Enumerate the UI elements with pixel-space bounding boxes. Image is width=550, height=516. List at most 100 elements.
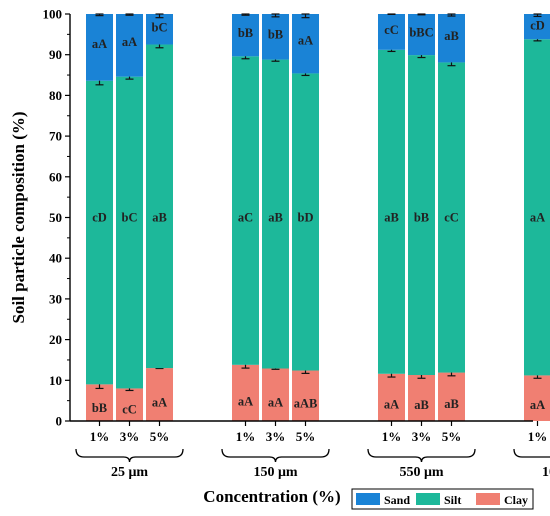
group-label: 150 μm [253, 465, 297, 480]
segment-label-silt-9: cC [444, 211, 459, 225]
bar-clay-10 [524, 375, 550, 421]
bar-clay-5 [262, 368, 289, 421]
y-tick-label: 0 [56, 414, 63, 429]
bar-sand-3 [146, 14, 173, 45]
bar-sand-6 [292, 14, 319, 74]
segment-label-silt-4: aC [238, 211, 253, 225]
legend-label-clay: Clay [504, 493, 528, 507]
y-tick-label: 40 [49, 251, 62, 266]
bar-clay-8 [408, 375, 435, 421]
segment-label-silt-5: aB [268, 211, 283, 225]
legend: Sand Silt Clay [351, 488, 534, 510]
x-tick-label: 1% [528, 429, 548, 444]
y-tick-label: 10 [49, 373, 62, 388]
segment-label-sand-4: bB [238, 26, 253, 40]
segment-label-sand-8: bBC [409, 25, 433, 39]
segment-label-clay-3: aA [152, 395, 167, 409]
y-tick-label: 100 [43, 7, 63, 22]
segment-label-clay-6: aAB [294, 396, 318, 410]
segment-label-clay-4: aA [238, 394, 253, 408]
group-brace [75, 448, 184, 463]
legend-label-sand: Sand [384, 493, 410, 507]
x-tick-label: 5% [442, 429, 462, 444]
group-brace [513, 448, 550, 458]
segment-label-sand-9: aB [444, 29, 459, 43]
x-tick-label: 5% [150, 429, 170, 444]
y-tick-label: 70 [49, 129, 62, 144]
bar-sand-2 [116, 14, 143, 77]
group-label: 25 μm [111, 465, 148, 480]
segment-label-sand-3: bC [152, 21, 168, 35]
bar-sand-9 [438, 14, 465, 63]
segment-label-silt-3: aB [152, 211, 167, 225]
segment-label-silt-8: bB [414, 211, 429, 225]
bar-silt-8 [408, 55, 435, 376]
bar-clay-1 [86, 384, 113, 421]
bar-sand-4 [232, 14, 259, 57]
bar-silt-5 [262, 59, 289, 369]
bar-silt-9 [438, 62, 465, 373]
legend-label-silt: Silt [444, 493, 461, 507]
bar-sand-10 [524, 14, 550, 40]
segment-label-clay-10: aA [530, 398, 545, 412]
segment-label-sand-7: cC [384, 23, 399, 37]
bar-silt-3 [146, 44, 173, 369]
y-tick-label: 80 [49, 88, 62, 103]
y-tick-label: 20 [49, 332, 62, 347]
segment-label-clay-8: aB [414, 398, 429, 412]
y-tick-label: 30 [49, 291, 62, 306]
bar-silt-2 [116, 76, 143, 389]
segment-label-silt-7: aB [384, 211, 399, 225]
x-axis-label: Concentration (%) [203, 487, 340, 506]
y-tick-label: 60 [49, 169, 62, 184]
segment-label-sand-1: aA [92, 37, 107, 51]
legend-swatch-clay [476, 493, 500, 505]
bar-clay-2 [116, 388, 143, 421]
plot-area: bB cD aA cC bC aA aA aB bC aA aC bB aA aB bB aAB bD aA aA a… [86, 13, 550, 421]
bar-clay-9 [438, 372, 465, 421]
segment-label-clay-5: aA [268, 396, 283, 410]
y-tick-label: 90 [49, 47, 62, 62]
segment-label-sand-5: bB [268, 28, 283, 42]
x-tick-label: 1% [236, 429, 256, 444]
bar-clay-4 [232, 364, 259, 421]
bar-silt-7 [378, 49, 405, 374]
segment-label-silt-2: bC [122, 211, 138, 225]
segment-label-clay-1: bB [92, 401, 107, 415]
x-tick-label: 3% [120, 429, 140, 444]
segment-label-clay-9: aB [444, 397, 459, 411]
group-brace [367, 448, 476, 463]
bar-sand-8 [408, 14, 435, 56]
x-tick-label: 1% [90, 429, 110, 444]
group-brace [221, 448, 330, 463]
x-tick-label: 3% [412, 429, 432, 444]
segment-label-sand-6: aA [298, 34, 313, 48]
bar-silt-6 [292, 73, 319, 371]
x-tick-label: 1% [382, 429, 402, 444]
bar-clay-7 [378, 373, 405, 421]
legend-swatch-sand [356, 493, 380, 505]
y-tick-label: 50 [49, 210, 62, 225]
bar-silt-10 [524, 39, 550, 376]
axes: 0 10 20 30 40 50 60 70 80 90 100 Soil particle comp… [9, 7, 550, 506]
segment-label-sand-2: aA [122, 35, 137, 49]
legend-swatch-silt [416, 493, 440, 505]
group-label: 1000 μm [542, 465, 550, 480]
group-label: 550 μm [399, 465, 443, 480]
bar-sand-1 [86, 14, 113, 81]
segment-label-silt-10: aA [530, 211, 545, 225]
y-axis-label: Soil particle composition (%) [9, 111, 28, 323]
bar-sand-5 [262, 14, 289, 60]
segment-label-silt-1: cD [92, 211, 107, 225]
x-tick-label: 5% [296, 429, 316, 444]
bar-silt-4 [232, 56, 259, 365]
x-tick-label: 3% [266, 429, 286, 444]
bar-clay-3 [146, 368, 173, 421]
bar-sand-7 [378, 14, 405, 50]
segment-label-clay-7: aA [384, 397, 399, 411]
bar-silt-1 [86, 80, 113, 385]
segment-label-sand-10: cD [530, 18, 545, 32]
segment-label-silt-6: bD [298, 211, 314, 225]
bar-clay-6 [292, 370, 319, 421]
